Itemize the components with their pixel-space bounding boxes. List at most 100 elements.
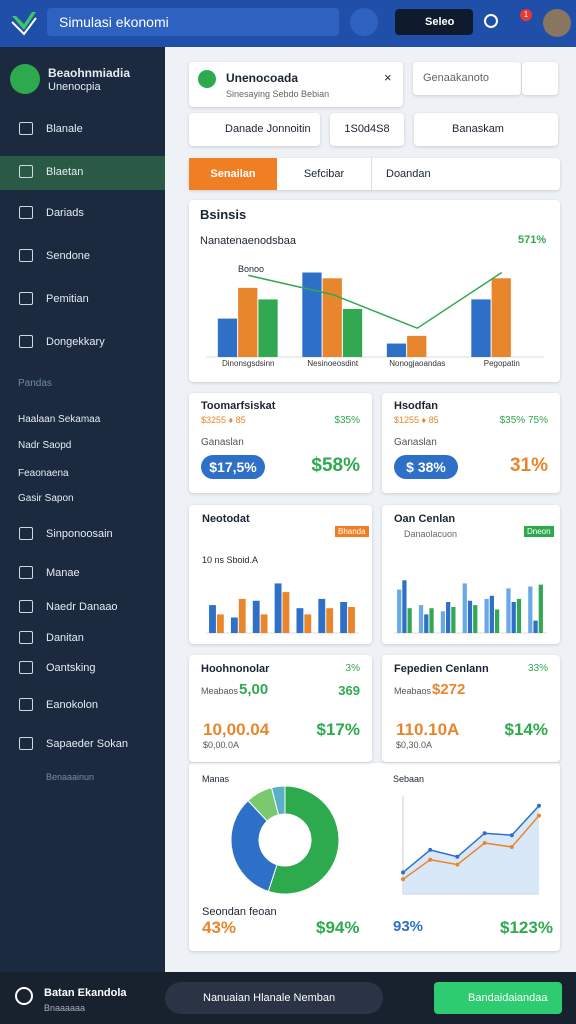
chart-title: Neotodat	[202, 513, 250, 525]
nav-icon	[19, 249, 33, 262]
dropdown[interactable]: Genaakanoto	[413, 62, 521, 95]
search-box[interactable]: Simulasi ekonomi	[47, 8, 339, 36]
settings-icon[interactable]	[484, 14, 498, 28]
footer-title: Batan Ekandola	[44, 987, 127, 999]
chart-tag: Bhanda	[335, 526, 369, 537]
bar	[533, 620, 538, 633]
chart-subtitle: Nanatenaenodsbaa	[200, 235, 297, 247]
bar	[473, 605, 478, 633]
row-box[interactable]: 1S0d4S8	[330, 113, 404, 146]
x-tick-label: Dinonsgsdsinn	[222, 359, 274, 368]
user-select[interactable]: Nanuaian Hlanale Nemban	[165, 982, 383, 1014]
nav-link[interactable]: Gasir Sapon	[18, 493, 74, 504]
nav-item[interactable]: Sapaeder Sokan	[46, 738, 128, 750]
nav-icon	[19, 737, 33, 750]
bar	[446, 602, 451, 633]
bar	[274, 583, 282, 633]
x-tick-label: Nesinoeosdint	[307, 359, 358, 368]
stat-title: Hsodfan	[394, 400, 438, 412]
chart-tag: Dneon	[524, 526, 554, 537]
nav-item[interactable]: Sendone	[46, 250, 91, 262]
nav-item[interactable]: Danitan	[46, 632, 84, 644]
donut-chart	[230, 785, 340, 895]
stat-label: Ganaslan	[394, 437, 437, 448]
bar	[252, 600, 260, 633]
bar	[217, 318, 238, 357]
nav-icon	[19, 122, 33, 135]
bar	[407, 608, 412, 633]
bar	[418, 605, 424, 633]
legend: Bonoo	[238, 264, 265, 274]
point	[482, 831, 487, 836]
nav-item[interactable]: Oantsking	[46, 662, 96, 674]
card-icon	[198, 70, 216, 88]
nav-link[interactable]: Nadr Saopd	[18, 440, 72, 451]
point	[509, 844, 514, 849]
legend: Danaolacuon	[404, 529, 458, 539]
bar	[322, 278, 342, 357]
profile-icon	[10, 64, 40, 94]
nav-link[interactable]: Feaonaena	[18, 468, 69, 479]
profile-sub: Unenocpia	[48, 81, 101, 93]
donut-slice	[270, 785, 286, 816]
search-button[interactable]: Seleo	[395, 9, 473, 35]
stat-pill[interactable]: $17,5%	[201, 455, 265, 479]
tab[interactable]: Doandan	[386, 168, 431, 180]
bar	[528, 586, 533, 633]
bar	[538, 584, 543, 633]
bar	[471, 299, 491, 357]
nav-item[interactable]: Dongekkary	[46, 336, 105, 348]
value: 43%	[202, 918, 237, 937]
footnote: Benaaainun	[46, 772, 95, 782]
nav-icon	[19, 206, 33, 219]
x-tick-label: Nonogjaoandas	[389, 359, 445, 368]
nav-item[interactable]: Blanale	[46, 123, 83, 135]
nav-item[interactable]: Naedr Danaao	[46, 601, 118, 613]
logo	[11, 12, 37, 36]
stat-right: 3%	[345, 663, 360, 674]
nav-icon	[19, 661, 33, 674]
tab[interactable]: Sefcibar	[277, 158, 372, 190]
bar	[511, 602, 516, 633]
bar	[451, 606, 456, 633]
primary-button[interactable]: Bandaidaiandaa	[434, 982, 562, 1014]
close-icon[interactable]: ×	[384, 70, 392, 85]
nav-icon	[19, 566, 33, 579]
nav-link[interactable]: Haalaan Sekamaa	[18, 414, 101, 425]
bar	[209, 605, 216, 633]
point	[509, 833, 514, 838]
row-box[interactable]: Banaskam	[414, 113, 558, 146]
stat-line: $1255 ♦ 85	[394, 415, 439, 425]
bar	[238, 598, 246, 633]
nav-item[interactable]: Manae	[46, 567, 80, 579]
nav-icon	[19, 698, 33, 711]
bar	[238, 287, 258, 357]
bar	[342, 309, 363, 357]
icon-button[interactable]	[350, 8, 378, 36]
stat-big: $58%	[311, 455, 360, 476]
search-icon[interactable]	[522, 62, 558, 95]
nav-item[interactable]: Eanokolon	[46, 699, 98, 711]
avatar[interactable]	[543, 9, 571, 37]
nav-item[interactable]: Blaetan	[46, 166, 84, 178]
tab-active[interactable]: Senailan	[189, 158, 277, 190]
point	[537, 803, 541, 808]
nav-item[interactable]: Sinponoosain	[46, 528, 113, 540]
stat-right: $35%	[334, 415, 360, 426]
nav-icon	[19, 165, 33, 178]
bar	[340, 602, 348, 633]
profile-name: Beaohnmiadia	[48, 66, 131, 80]
nav-icon	[19, 631, 33, 644]
point	[401, 877, 405, 882]
bar	[230, 617, 238, 633]
stat-pill[interactable]: $ 38%	[394, 455, 458, 479]
nav-item[interactable]: Pemitian	[46, 293, 89, 305]
chart-title: Oan Cenlan	[394, 513, 456, 525]
row-box[interactable]: Danade Jonnoitin	[189, 113, 320, 146]
bar	[397, 589, 402, 633]
nav-item[interactable]: Dariads	[46, 207, 84, 219]
stat-line: $3255 ♦ 85	[201, 415, 246, 425]
nav-icon	[19, 292, 33, 305]
notification-badge: 1	[520, 9, 532, 21]
active-item-bg	[0, 156, 165, 190]
